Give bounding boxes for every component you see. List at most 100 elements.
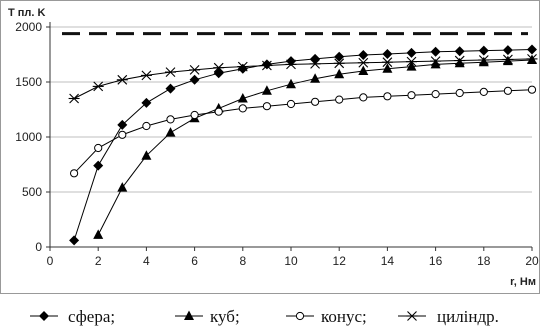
legend-label-куб: куб; bbox=[210, 307, 240, 326]
data-point-циліндр bbox=[165, 67, 176, 77]
data-point-циліндр bbox=[381, 57, 393, 68]
data-point-сфера bbox=[334, 51, 345, 62]
x-tick-label: 18 bbox=[477, 254, 491, 268]
series-конус bbox=[70, 85, 537, 178]
data-point-куб bbox=[237, 93, 248, 103]
data-point-куб bbox=[261, 85, 272, 95]
legend-item-куб: куб; bbox=[175, 307, 240, 326]
data-point-сфера bbox=[69, 235, 80, 246]
data-point-циліндр bbox=[213, 62, 225, 73]
data-point-куб bbox=[141, 150, 152, 160]
legend-item-конус: конус; bbox=[286, 307, 367, 326]
data-point-циліндр bbox=[357, 57, 369, 68]
data-point-конус bbox=[431, 90, 440, 99]
legend-marker-конус bbox=[295, 311, 305, 321]
data-point-куб bbox=[406, 61, 417, 71]
data-point-циліндр bbox=[430, 56, 442, 66]
data-point-циліндр bbox=[406, 56, 417, 67]
data-point-конус bbox=[142, 121, 151, 131]
y-tick-label: 500 bbox=[22, 185, 42, 199]
data-point-циліндр bbox=[285, 59, 297, 70]
data-point-куб bbox=[117, 182, 128, 192]
series-group bbox=[68, 44, 538, 246]
x-tick-label: 20 bbox=[525, 254, 539, 268]
data-point-сфера bbox=[165, 83, 176, 94]
data-point-сфера bbox=[406, 47, 417, 58]
data-point-куб bbox=[334, 68, 345, 79]
data-point-сфера bbox=[261, 59, 272, 70]
x-tick-label: 12 bbox=[333, 254, 347, 268]
data-point-сфера bbox=[478, 45, 489, 56]
x-tick-label: 10 bbox=[284, 254, 298, 268]
data-point-куб bbox=[430, 58, 441, 69]
data-point-конус bbox=[527, 85, 537, 94]
data-point-сфера bbox=[117, 119, 128, 130]
data-point-сфера bbox=[189, 74, 200, 85]
data-point-циліндр bbox=[92, 81, 104, 92]
data-point-циліндр bbox=[68, 93, 80, 104]
data-point-сфера bbox=[286, 56, 296, 67]
data-point-конус bbox=[70, 169, 79, 178]
y-tick-label: 1500 bbox=[15, 75, 42, 89]
data-point-циліндр bbox=[502, 54, 514, 65]
data-point-циліндр bbox=[454, 55, 466, 66]
data-point-сфера bbox=[141, 97, 152, 108]
legend: сфера; куб; конус; циліндр. bbox=[30, 307, 499, 326]
legend-label-сфера: сфера; bbox=[68, 307, 115, 326]
data-point-сфера bbox=[454, 46, 465, 57]
legend-label-конус: конус; bbox=[321, 307, 367, 326]
y-axis-title: T пл. K bbox=[8, 7, 46, 19]
data-point-конус bbox=[407, 91, 416, 100]
data-point-циліндр bbox=[237, 61, 249, 72]
data-point-конус bbox=[94, 143, 103, 153]
data-point-конус bbox=[238, 104, 247, 113]
axes bbox=[46, 22, 533, 251]
data-point-куб bbox=[165, 127, 176, 137]
data-point-куб bbox=[478, 56, 489, 67]
x-tick-label: 2 bbox=[95, 254, 102, 268]
data-point-конус bbox=[214, 107, 223, 116]
data-point-сфера bbox=[527, 44, 537, 55]
data-point-циліндр bbox=[526, 54, 538, 64]
data-point-конус bbox=[335, 95, 344, 104]
series-циліндр bbox=[68, 54, 538, 104]
data-point-сфера bbox=[93, 160, 104, 171]
data-point-сфера bbox=[382, 48, 393, 59]
data-point-конус bbox=[455, 88, 464, 98]
x-tick-label: 8 bbox=[239, 254, 246, 268]
data-point-конус bbox=[118, 130, 127, 139]
data-point-конус bbox=[286, 99, 296, 109]
data-point-куб bbox=[382, 63, 393, 73]
data-point-конус bbox=[359, 93, 368, 102]
data-point-конус bbox=[503, 86, 512, 95]
x-axis-title: r, Нм bbox=[510, 276, 536, 288]
data-point-конус bbox=[479, 87, 488, 97]
legend-marker-куб bbox=[184, 310, 194, 320]
y-tick-label: 0 bbox=[35, 240, 42, 254]
x-tick-label: 0 bbox=[47, 254, 54, 268]
data-point-конус bbox=[262, 102, 271, 111]
data-point-куб bbox=[358, 65, 369, 75]
data-point-циліндр bbox=[478, 55, 490, 65]
tick-labels: 0 500 1000 1500 2000 0 2 4 6 8 10 12 14 16 18 20 bbox=[15, 20, 539, 268]
data-point-куб bbox=[454, 57, 465, 68]
legend-item-циліндр: циліндр. bbox=[398, 307, 499, 326]
data-point-циліндр bbox=[189, 65, 201, 75]
data-point-конус bbox=[166, 115, 175, 124]
data-point-сфера bbox=[358, 50, 369, 61]
data-point-циліндр bbox=[140, 70, 152, 81]
data-point-конус bbox=[383, 92, 392, 101]
data-point-циліндр bbox=[333, 58, 345, 69]
chart-frame bbox=[0, 0, 540, 294]
x-tick-label: 4 bbox=[143, 254, 150, 268]
data-point-циліндр bbox=[116, 74, 128, 85]
legend-marker-циліндр bbox=[406, 311, 418, 321]
x-tick-label: 16 bbox=[429, 254, 443, 268]
x-tick-label: 14 bbox=[381, 254, 395, 268]
y-tick-label: 2000 bbox=[15, 20, 42, 34]
legend-marker-сфера bbox=[39, 311, 49, 321]
data-point-циліндр bbox=[261, 60, 273, 71]
x-tick-label: 6 bbox=[191, 254, 198, 268]
data-point-циліндр bbox=[309, 58, 321, 69]
